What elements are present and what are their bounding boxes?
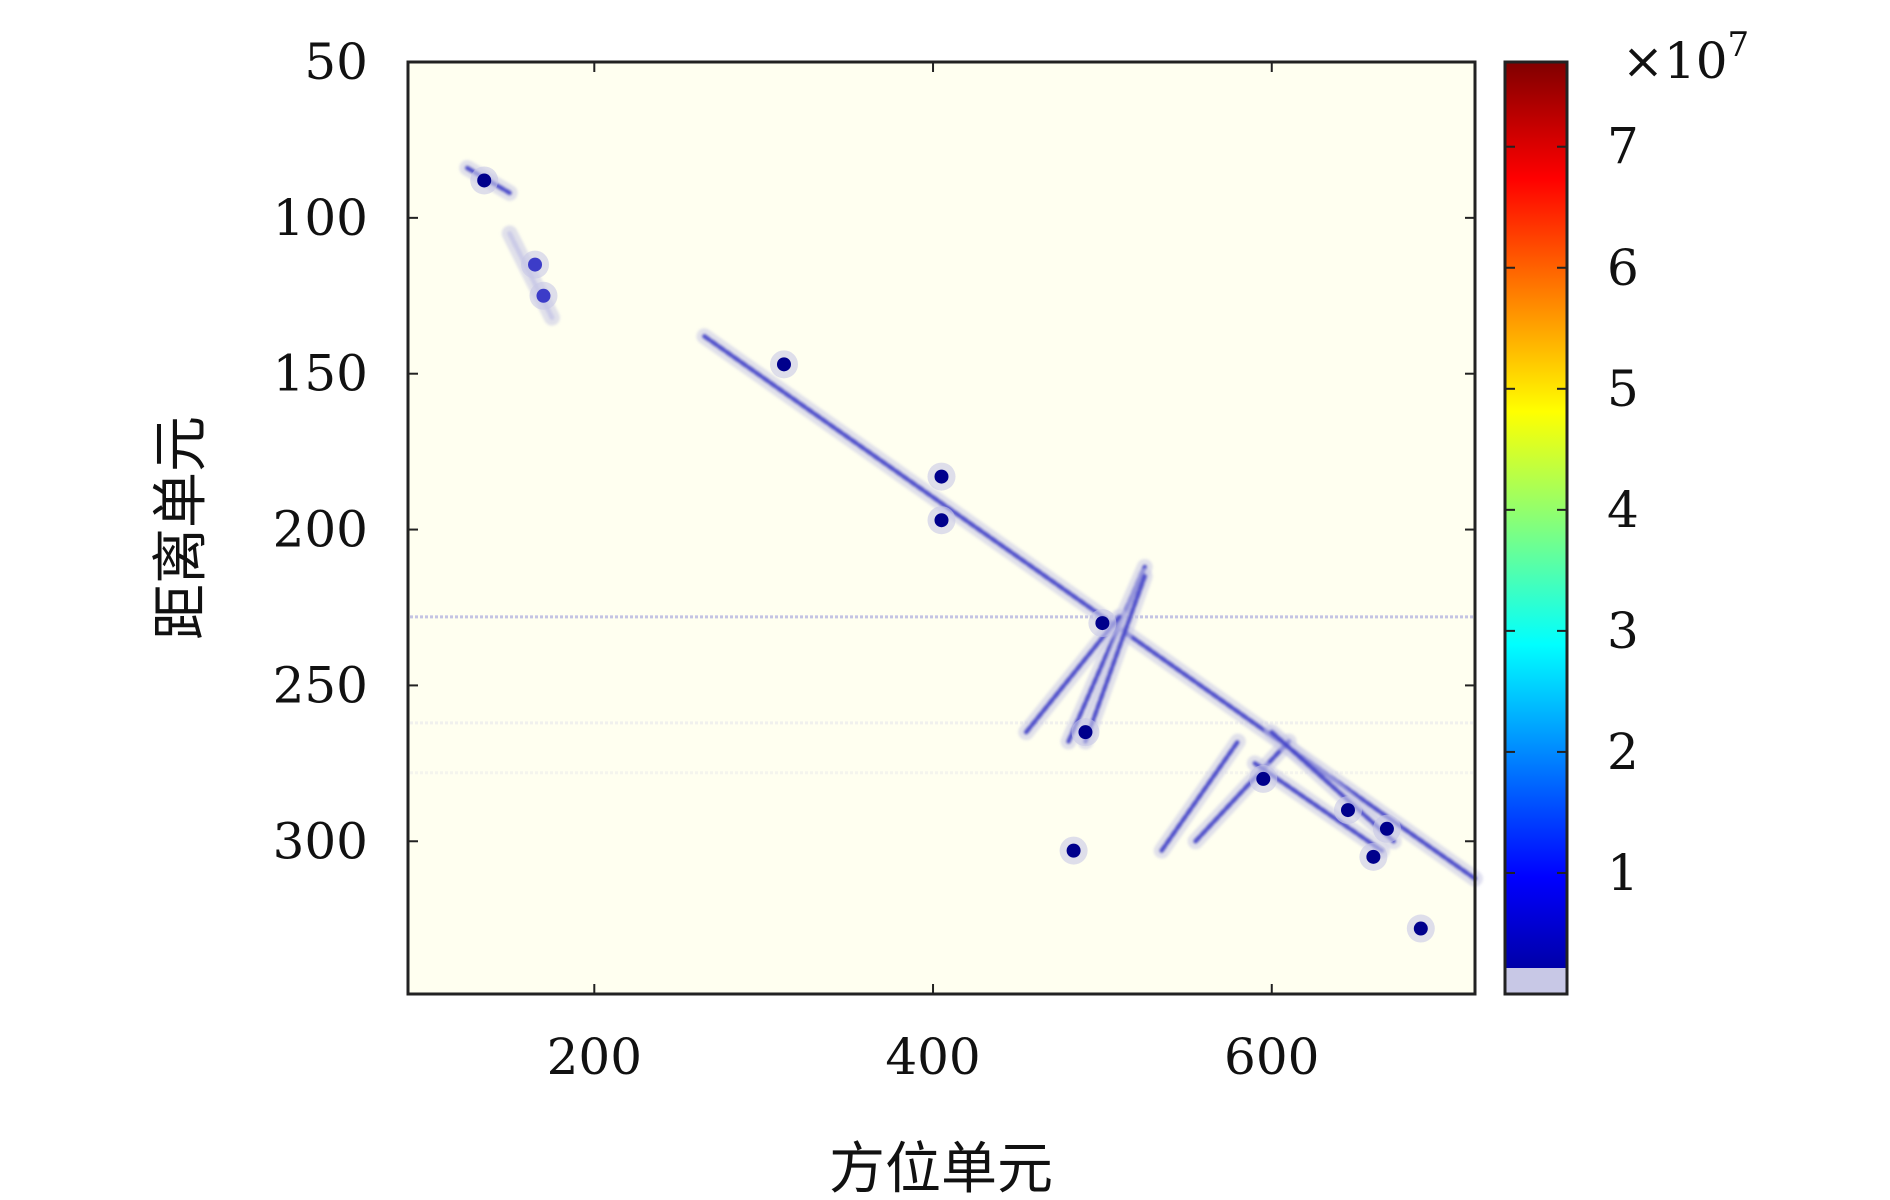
target-14 — [1413, 921, 1428, 936]
target-streaks — [459, 159, 1483, 887]
colorbar-tick-label: 2 — [1607, 723, 1639, 781]
horizontal-clutter-lines — [410, 615, 1473, 775]
target-4 — [776, 357, 791, 372]
target-8 — [1078, 725, 1093, 740]
target-10 — [1340, 803, 1355, 818]
y-tick-label: 200 — [273, 501, 368, 559]
streak-9 — [1269, 729, 1397, 844]
colorbar-exponent: ×107 — [1622, 25, 1749, 90]
streak-5 — [1082, 573, 1148, 745]
target-7 — [1095, 616, 1110, 631]
x-axis-ticks: 200 400 600 — [547, 62, 1319, 1086]
y-axis-ticks: 50 100 150 200 250 300 — [273, 33, 1475, 870]
target-9 — [1256, 771, 1271, 786]
x-tick-label: 600 — [1224, 1028, 1319, 1086]
target-12 — [1366, 849, 1381, 864]
colorbar-tick-label: 6 — [1607, 239, 1639, 297]
colorbar-tick-label: 1 — [1607, 844, 1639, 902]
y-tick-label: 50 — [304, 33, 368, 91]
colorbar-tick-label: 5 — [1607, 360, 1639, 418]
colorbar-gradient — [1505, 62, 1567, 994]
colorbar-exponent-power: 7 — [1728, 25, 1750, 65]
target-2 — [528, 257, 543, 272]
colorbar-tick-label: 7 — [1607, 118, 1639, 176]
colorbar-tick-label: 4 — [1607, 481, 1639, 539]
plot-frame — [406, 60, 1477, 996]
y-axis-label: 距离单元 — [149, 416, 214, 640]
x-tick-label: 200 — [547, 1028, 642, 1086]
target-6 — [934, 513, 949, 528]
x-tick-label: 400 — [885, 1028, 980, 1086]
streak-8 — [1193, 739, 1292, 844]
target-11 — [1379, 821, 1394, 836]
target-13 — [1066, 843, 1081, 858]
streak-1 — [701, 333, 1478, 882]
x-axis-label: 方位单元 — [829, 1137, 1053, 1200]
colorbar-frame — [1503, 60, 1569, 996]
streak-7 — [1159, 739, 1241, 854]
colorbar-low-band — [1505, 968, 1567, 994]
colorbar-ticks: 1 2 3 4 5 6 7 — [1505, 118, 1639, 902]
target-5 — [934, 469, 949, 484]
target-3 — [536, 288, 551, 303]
y-tick-label: 250 — [273, 656, 368, 714]
y-tick-label: 300 — [273, 812, 368, 870]
colorbar-tick-label: 3 — [1607, 602, 1639, 660]
colorbar-exponent-base: ×10 — [1622, 32, 1728, 90]
y-tick-label: 150 — [273, 345, 368, 403]
target-blobs — [470, 166, 1435, 943]
target-1 — [477, 173, 492, 188]
y-tick-label: 100 — [273, 189, 368, 247]
